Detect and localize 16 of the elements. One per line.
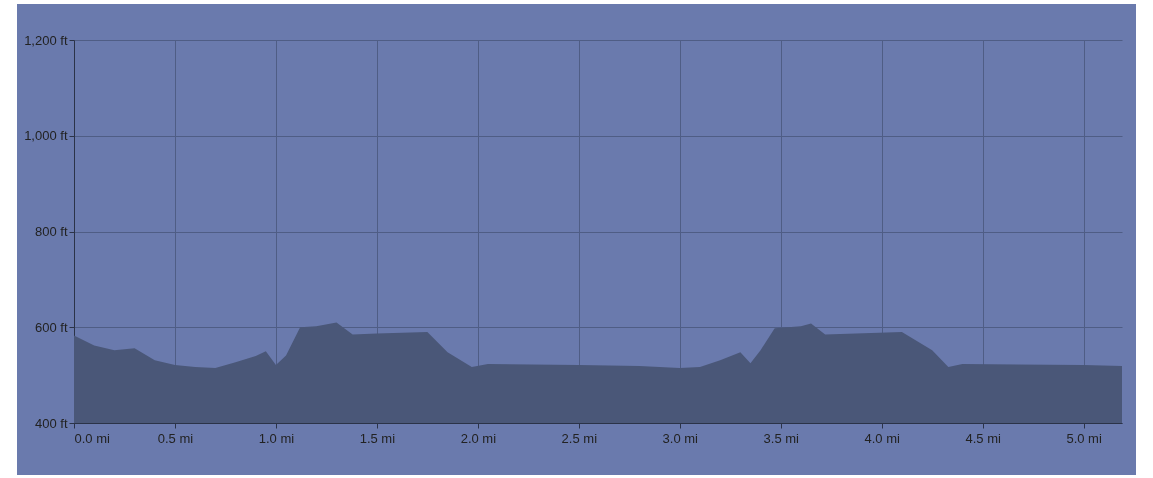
x-tick-label: 1.0 mi (258, 430, 295, 446)
x-tick-label: 3.5 mi (763, 430, 800, 446)
y-tick-label: 800 ft (34, 224, 68, 239)
x-tick-label: 2.5 mi (561, 430, 598, 446)
x-tick-label: 1.5 mi (359, 430, 396, 446)
y-tick-label: 600 ft (34, 319, 68, 335)
y-tick-label: 1,000 ft (24, 128, 68, 144)
x-tick-label: 3.0 mi (662, 430, 699, 446)
x-tick-label: 0.5 mi (157, 430, 194, 446)
x-tick-label: 2.0 mi (460, 430, 497, 446)
x-tick-label: 5.0 mi (1066, 430, 1102, 446)
y-tick-label: 1,200 ft (24, 32, 68, 48)
y-tick-label: 400 ft (34, 415, 68, 431)
x-tick-label: 0.0 mi (74, 430, 111, 446)
x-tick-label: 4.0 mi (864, 430, 901, 446)
x-tick-label: 4.5 mi (965, 430, 1001, 446)
